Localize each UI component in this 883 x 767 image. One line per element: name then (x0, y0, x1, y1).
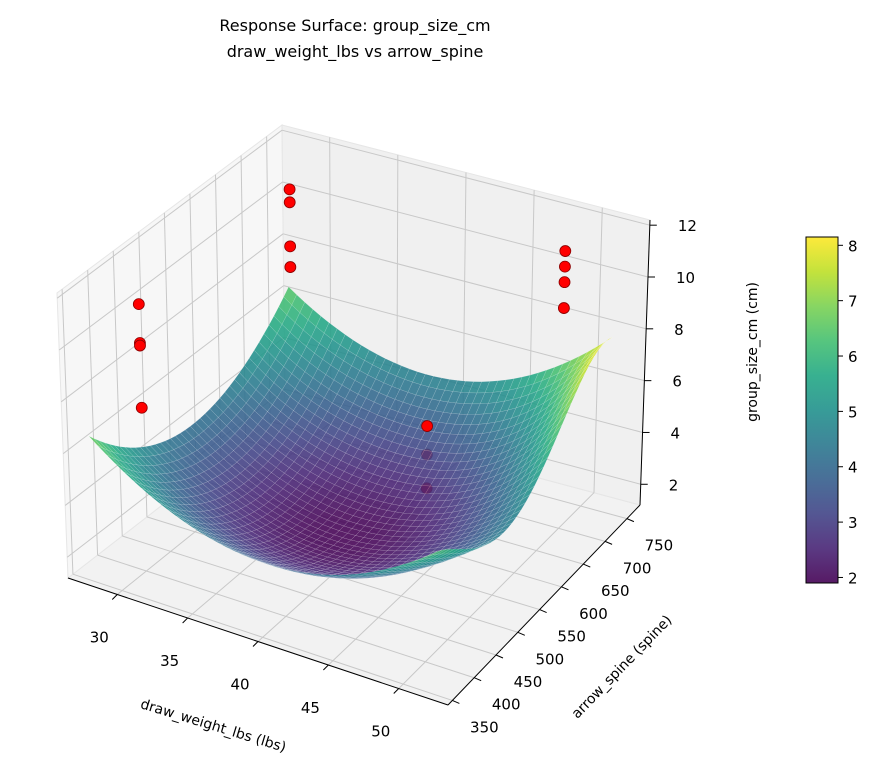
back-gridline-z (282, 181, 649, 278)
scatter-points (132, 183, 572, 432)
left-gridline-z (58, 181, 283, 351)
scatter-point (558, 276, 571, 289)
scatter-point (283, 183, 296, 196)
floor-gridline-y (97, 554, 475, 679)
x-tick-label: 45 (301, 699, 320, 717)
y-tick (583, 563, 591, 568)
y-tick-label: 550 (557, 628, 586, 646)
colorbar-tick-label: 3 (848, 514, 858, 532)
surface-patch (428, 549, 442, 556)
surface-patch (423, 551, 438, 558)
left-gridline-z (62, 285, 284, 455)
y-tick-label: 450 (514, 673, 543, 691)
floor-gridline-y (122, 535, 497, 656)
z-tick-label: 2 (669, 476, 679, 494)
x-tick-label: 30 (90, 628, 109, 646)
y-tick-label: 600 (579, 605, 608, 623)
colorbar-tick-label: 5 (848, 403, 858, 421)
y-tick (473, 677, 482, 682)
y-tick-label: 700 (623, 559, 652, 577)
z-axis-label: group_size_cm (cm) (745, 282, 761, 422)
colorbar-tick-label: 6 (848, 348, 858, 366)
z-tick-label: 12 (678, 217, 697, 235)
y-tick (517, 631, 526, 636)
y-tick-label: 400 (492, 696, 521, 714)
surface-patch (445, 548, 460, 555)
axes-lines: 30 35 40 45 50 350 400 450 500 550 600 650 700 750 2 4 6… (67, 217, 697, 741)
z-tick-label: 6 (672, 373, 682, 391)
colorbar-tick-label: 8 (848, 237, 858, 255)
z-tick-label: 10 (676, 269, 695, 287)
floor-gridline-x (398, 492, 595, 689)
scatter-point (283, 196, 296, 209)
surface-patch (530, 466, 544, 484)
y-tick (604, 540, 613, 545)
z-tick-label: 8 (674, 321, 684, 339)
y-tick (452, 699, 460, 704)
chart-title: Response Surface: group_size_cm (219, 16, 490, 36)
colorbar: 2 3 4 5 6 7 8 (805, 236, 858, 587)
surface-patch (507, 509, 522, 522)
surface-mesh (88, 286, 613, 579)
scatter-point (132, 298, 145, 311)
x-tick (393, 688, 400, 694)
x-axis-label: draw_weight_lbs (lbs) (138, 696, 287, 756)
x-tick (182, 617, 188, 624)
surface-patch (441, 548, 455, 555)
floor-gridline-y (72, 573, 453, 701)
back-gridline-z (282, 233, 647, 330)
colorbar-tick-label: 4 (848, 459, 858, 477)
z-axis-line (639, 219, 651, 506)
y-tick-label: 350 (470, 718, 499, 736)
scatter-point (421, 420, 434, 432)
chart-subtitle: draw_weight_lbs vs arrow_spine (227, 42, 484, 62)
y-axis-line (447, 504, 641, 706)
x-tick (323, 664, 329, 671)
scatter-point (134, 339, 146, 352)
left-gridline-y (112, 250, 123, 537)
surface-patch (539, 445, 554, 465)
scatter-point (135, 401, 148, 414)
y-tick-label: 750 (645, 537, 674, 555)
x-tick-label: 50 (371, 723, 390, 741)
y-tick (539, 609, 547, 614)
scatter-point (557, 302, 570, 314)
x-tick (111, 594, 118, 600)
left-gridline-z (60, 233, 284, 403)
y-tick (561, 586, 569, 591)
z-tick-label: 4 (671, 424, 681, 442)
left-gridline-y (61, 289, 74, 575)
y-tick-label: 650 (601, 582, 630, 600)
colorbar-tick-label: 2 (848, 569, 858, 587)
y-tick (495, 654, 504, 659)
back-gridline-z (281, 129, 650, 226)
colorbar-tick-label: 7 (848, 293, 858, 311)
y-tick-label: 500 (535, 650, 564, 668)
surface-patch (463, 547, 477, 554)
scatter-point (559, 245, 572, 257)
colorbar-gradient (805, 236, 839, 584)
x-tick (252, 641, 259, 647)
y-tick (626, 518, 635, 523)
scatter-point (559, 260, 571, 273)
scatter-point (284, 261, 297, 273)
x-tick-label: 40 (230, 676, 249, 694)
scatter-point (284, 240, 297, 253)
x-tick-label: 35 (160, 652, 179, 670)
left-gridline-y (87, 270, 99, 556)
left-gridline-z (56, 129, 283, 299)
